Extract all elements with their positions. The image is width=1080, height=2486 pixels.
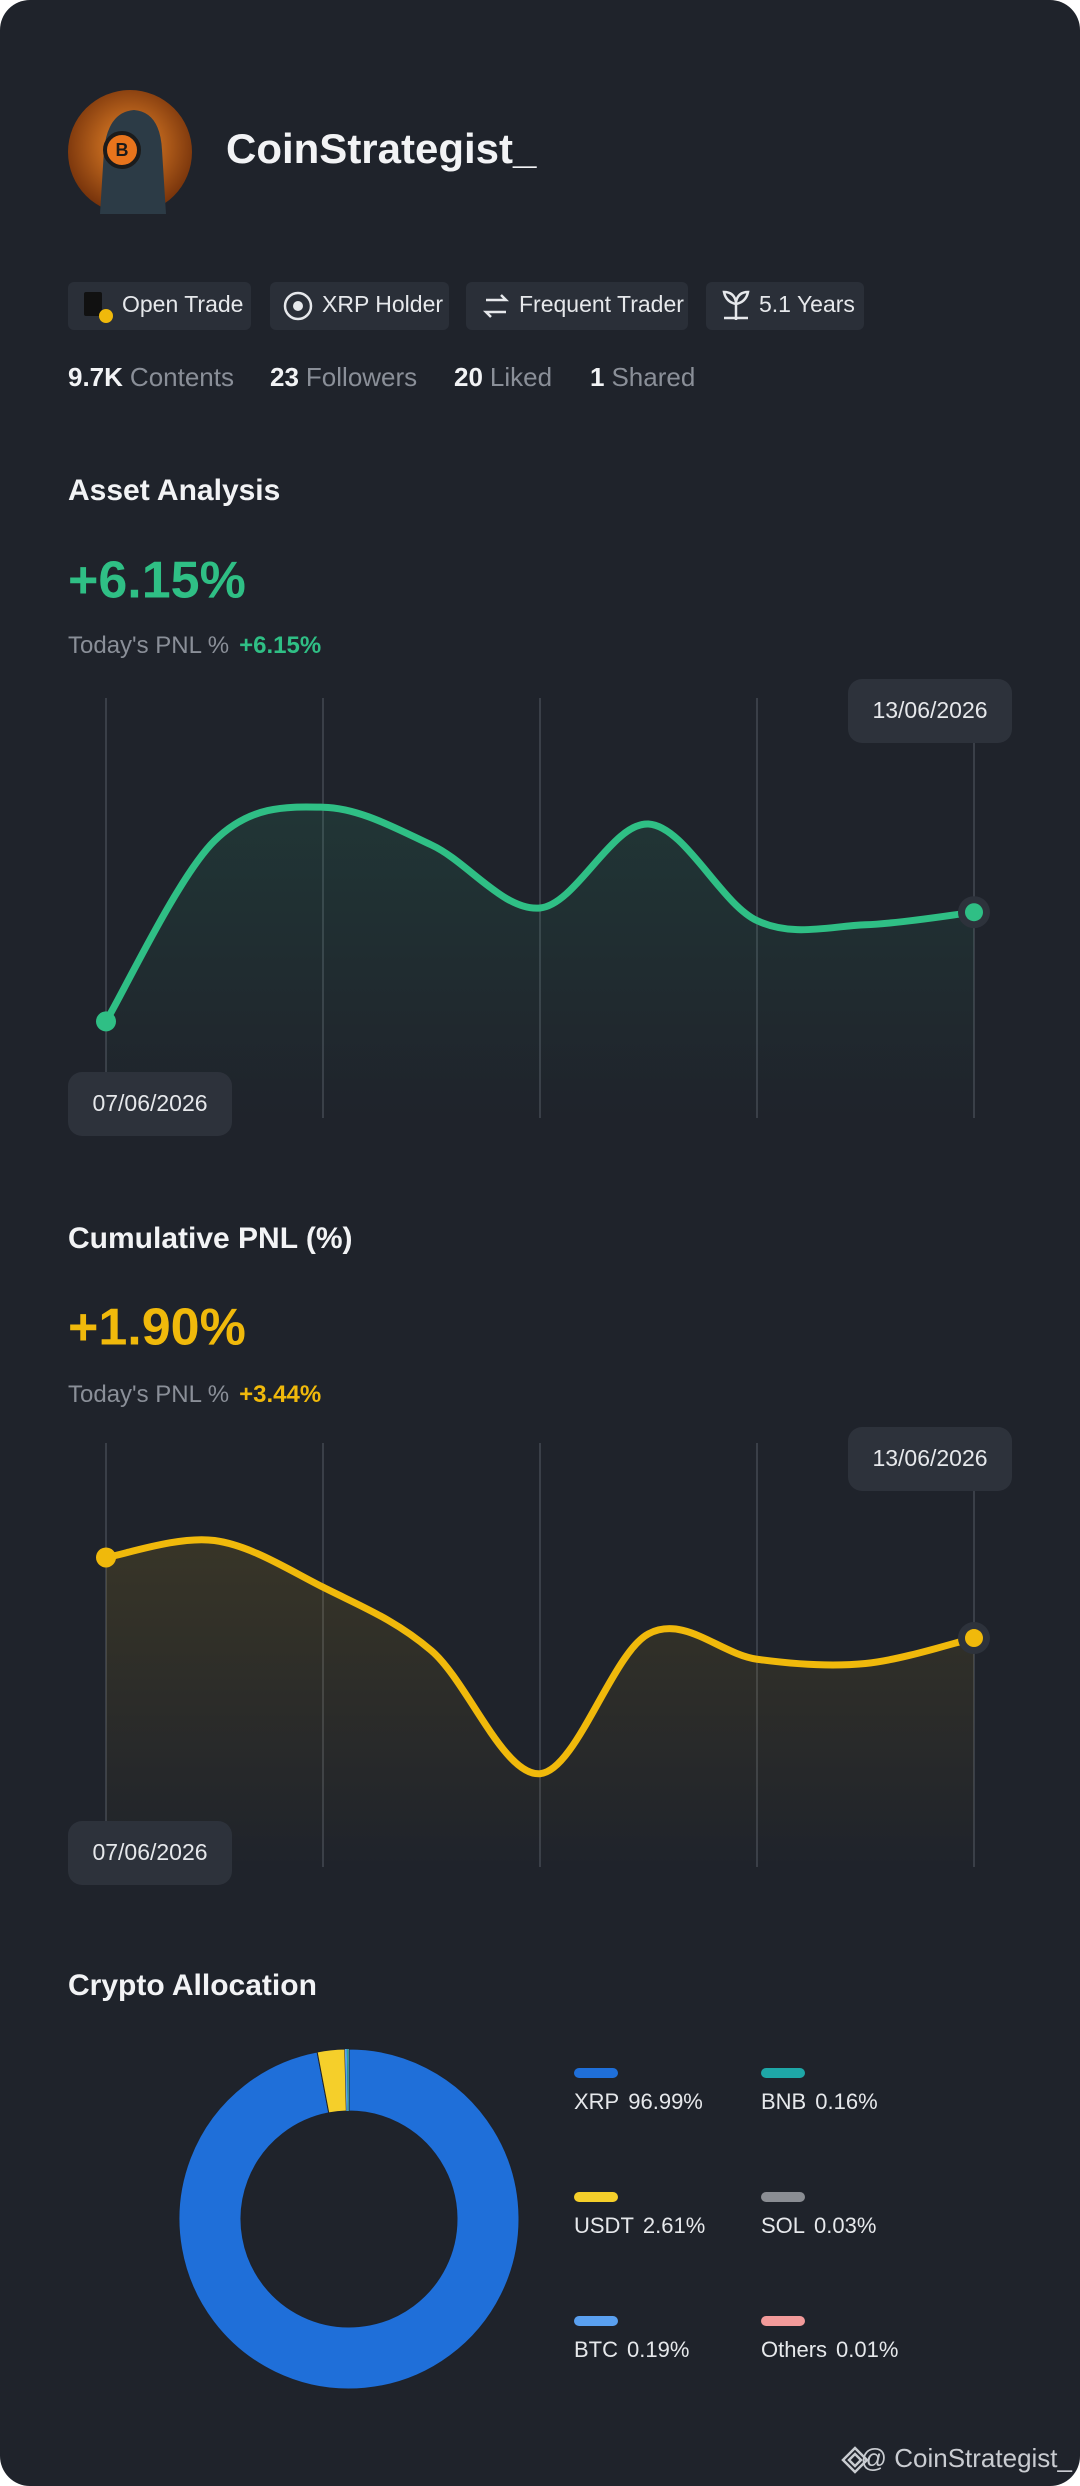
end-point [965, 1629, 983, 1648]
legend-swatch [761, 2316, 805, 2326]
area [106, 806, 974, 1118]
legend-value: 0.16% [815, 2089, 877, 2114]
stat-label: Liked [490, 362, 552, 392]
legend-label: BTC 0.19% [574, 2337, 689, 2362]
badge-label: Open Trade [122, 291, 243, 317]
legend-swatch [574, 2316, 618, 2326]
stat-label: Shared [611, 362, 695, 392]
start-point [96, 1011, 116, 1032]
username: CoinStrategist_ [226, 125, 537, 172]
section-title: Asset Analysis [68, 474, 280, 507]
line [102, 803, 978, 1025]
headline-value: +6.15% [68, 552, 246, 610]
legend-value: 0.19% [627, 2337, 689, 2362]
legend-name: USDT [574, 2213, 634, 2238]
stat: 23 Followers [270, 362, 417, 392]
section-title: Crypto Allocation [68, 1969, 317, 2002]
svg-text:B: B [116, 140, 129, 160]
legend-label: SOL 0.03% [761, 2213, 876, 2238]
legend-swatch [574, 2068, 618, 2078]
badge-label: Frequent Trader [519, 291, 684, 317]
pie-slice [344, 2049, 348, 2112]
line [102, 1536, 978, 1778]
legend-name: BNB [761, 2089, 806, 2114]
stat: 20 Liked [454, 362, 552, 392]
stat-value: 1 [590, 362, 604, 392]
subtitle: Today's PNL % +6.15% [68, 632, 321, 659]
subtitle-label: Today's PNL % [68, 632, 229, 659]
legend-value: 0.03% [814, 2213, 876, 2238]
pie-slice [178, 2048, 520, 2390]
date-tooltip [848, 679, 1012, 743]
legend-value: 96.99% [628, 2089, 703, 2114]
badge-label: 5.1 Years [759, 291, 855, 317]
stat-value: 23 [270, 362, 299, 392]
section-title: Cumulative PNL (%) [68, 1222, 353, 1255]
headline-value: +1.90% [68, 1299, 246, 1357]
legend-swatch [761, 2192, 805, 2202]
start-point [96, 1547, 116, 1568]
badge: XRP Holder [270, 282, 449, 330]
stat: 9.7K Contents [68, 362, 234, 392]
date-tooltip [68, 1821, 232, 1885]
badge: 5.1 Years [706, 282, 864, 330]
avatar[interactable]: B [68, 90, 192, 214]
badge-label: XRP Holder [322, 291, 443, 317]
footer: @ CoinStrategist_ [841, 2443, 1073, 2474]
date-label: 07/06/2026 [92, 1090, 207, 1116]
subtitle-label: Today's PNL % [68, 1381, 229, 1408]
legend-label: Others 0.01% [761, 2337, 898, 2362]
legend-label: XRP 96.99% [574, 2089, 703, 2114]
date-label: 13/06/2026 [872, 1445, 987, 1471]
subtitle-value: +6.15% [239, 632, 321, 659]
date-label: 13/06/2026 [872, 697, 987, 723]
legend-name: XRP [574, 2089, 619, 2114]
legend-label: BNB 0.16% [761, 2089, 878, 2114]
legend-value: 2.61% [643, 2213, 705, 2238]
stat-label: Followers [306, 362, 417, 392]
area [106, 1539, 974, 1867]
legend-label: USDT 2.61% [574, 2213, 705, 2238]
badge: Open Trade [68, 282, 251, 330]
stat-value: 20 [454, 362, 483, 392]
legend-name: Others [761, 2337, 827, 2362]
legend-swatch [574, 2192, 618, 2202]
subtitle-value: +3.44% [239, 1381, 321, 1408]
date-tooltip [68, 1072, 232, 1136]
legend-name: BTC [574, 2337, 618, 2362]
legend-value: 0.01% [836, 2337, 898, 2362]
end-point [965, 903, 983, 922]
legend-swatch [761, 2068, 805, 2078]
stat-value: 9.7K [68, 362, 123, 392]
badge: Frequent Trader [466, 282, 688, 330]
pie-slice [346, 2049, 349, 2112]
date-tooltip [848, 1427, 1012, 1491]
watermark: @ CoinStrategist_ [861, 2443, 1073, 2473]
subtitle: Today's PNL % +3.44% [68, 1381, 321, 1408]
date-label: 07/06/2026 [92, 1839, 207, 1865]
stat-label: Contents [130, 362, 234, 392]
legend-name: SOL [761, 2213, 805, 2238]
stat: 1 Shared [590, 362, 695, 392]
